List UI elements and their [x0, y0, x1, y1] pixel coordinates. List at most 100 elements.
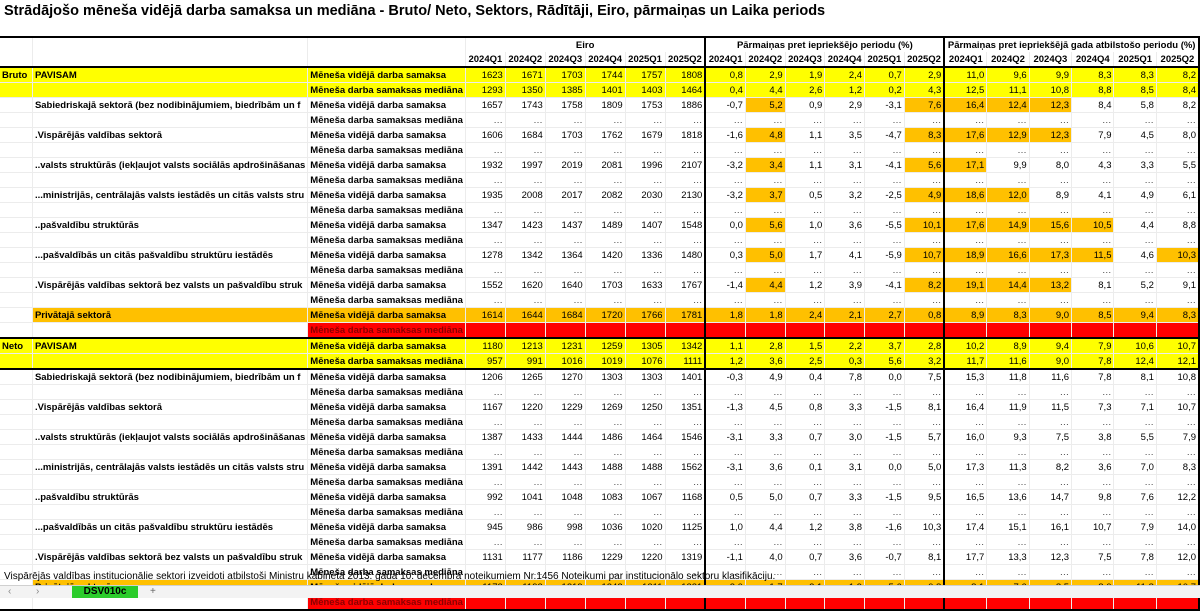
value-cell[interactable]: … [1029, 414, 1073, 430]
value-cell[interactable]: … [904, 414, 946, 430]
value-cell[interactable]: 12,3 [1029, 97, 1073, 113]
value-cell[interactable]: 1,1 [705, 338, 746, 354]
value-cell[interactable]: … [1156, 504, 1200, 520]
value-cell[interactable]: 0,4 [705, 82, 746, 98]
value-cell[interactable]: 1168 [665, 489, 707, 505]
value-cell[interactable]: 16,5 [944, 489, 988, 505]
value-cell[interactable]: … [585, 384, 626, 400]
value-cell[interactable]: … [545, 202, 586, 218]
value-cell[interactable]: 1231 [545, 338, 586, 354]
value-cell[interactable]: … [1029, 292, 1073, 308]
value-cell[interactable]: 4,1 [1071, 187, 1115, 203]
value-cell[interactable]: 1206 [465, 369, 506, 385]
value-cell[interactable]: … [1071, 142, 1115, 158]
value-cell[interactable]: 2,2 [824, 338, 866, 354]
value-cell[interactable]: … [1156, 112, 1200, 128]
value-cell[interactable]: 1125 [665, 519, 707, 535]
value-cell[interactable]: … [625, 262, 666, 278]
value-cell[interactable]: … [1156, 142, 1200, 158]
value-cell[interactable]: … [824, 142, 866, 158]
add-sheet-icon[interactable]: + [150, 586, 156, 597]
value-cell[interactable]: 1,2 [785, 519, 826, 535]
value-cell[interactable]: 1997 [505, 157, 546, 173]
value-cell[interactable]: … [745, 232, 786, 248]
value-cell[interactable]: … [1156, 474, 1200, 490]
value-cell[interactable]: 16,4 [944, 97, 988, 113]
value-cell[interactable]: … [665, 444, 707, 460]
value-cell[interactable]: -3,2 [705, 187, 746, 203]
value-cell[interactable]: 1278 [465, 247, 506, 263]
value-cell[interactable]: 8,3 [1113, 67, 1157, 83]
value-cell[interactable]: … [665, 262, 707, 278]
value-cell[interactable]: … [864, 564, 905, 580]
value-cell[interactable]: 0,7 [785, 549, 826, 565]
value-cell[interactable]: … [944, 232, 988, 248]
value-cell[interactable]: … [465, 444, 506, 460]
spreadsheet-grid[interactable]: Eiro Pārmaiņas pret iepriekšējo periodu (… [0, 36, 1200, 611]
value-cell[interactable]: … [944, 504, 988, 520]
value-cell[interactable]: … [864, 202, 905, 218]
value-cell[interactable]: … [864, 384, 905, 400]
value-cell[interactable]: 2081 [585, 157, 626, 173]
value-cell[interactable]: 12,4 [986, 97, 1030, 113]
value-cell[interactable]: 4,4 [1113, 217, 1157, 233]
value-cell[interactable]: … [986, 112, 1030, 128]
value-cell[interactable]: … [904, 292, 946, 308]
value-cell[interactable]: … [1071, 414, 1115, 430]
value-cell[interactable]: 5,5 [1113, 429, 1157, 445]
value-cell[interactable]: … [785, 474, 826, 490]
value-cell[interactable]: -0,7 [705, 97, 746, 113]
value-cell[interactable]: 3,6 [745, 459, 786, 475]
value-cell[interactable]: 8,3 [1156, 459, 1200, 475]
value-cell[interactable]: … [505, 534, 546, 550]
value-cell[interactable]: … [665, 172, 707, 188]
value-cell[interactable]: 1067 [625, 489, 666, 505]
value-cell[interactable]: 1,1 [785, 127, 826, 143]
value-cell[interactable]: … [465, 414, 506, 430]
value-cell[interactable]: 1,1 [785, 157, 826, 173]
value-cell[interactable]: … [465, 232, 506, 248]
value-cell[interactable]: 1,5 [785, 338, 826, 354]
value-cell[interactable] [824, 322, 866, 339]
value-cell[interactable]: 7,1 [1113, 399, 1157, 415]
value-cell[interactable]: 0,8 [705, 67, 746, 83]
value-cell[interactable]: … [585, 564, 626, 580]
value-cell[interactable]: 8,1 [904, 399, 946, 415]
value-cell[interactable] [745, 322, 786, 339]
value-cell[interactable]: … [1113, 232, 1157, 248]
value-cell[interactable]: … [745, 444, 786, 460]
value-cell[interactable]: 2,9 [904, 67, 946, 83]
value-cell[interactable]: … [785, 262, 826, 278]
value-cell[interactable]: … [625, 232, 666, 248]
value-cell[interactable]: … [986, 262, 1030, 278]
value-cell[interactable]: 1,2 [785, 277, 826, 293]
value-cell[interactable]: … [1113, 414, 1157, 430]
value-cell[interactable]: … [1156, 564, 1200, 580]
value-cell[interactable]: … [745, 142, 786, 158]
value-cell[interactable]: 3,1 [824, 459, 866, 475]
value-cell[interactable]: … [824, 504, 866, 520]
value-cell[interactable]: 1213 [505, 338, 546, 354]
value-cell[interactable]: 1489 [585, 217, 626, 233]
value-cell[interactable]: … [465, 474, 506, 490]
value-cell[interactable]: 17,4 [944, 519, 988, 535]
value-cell[interactable]: … [505, 112, 546, 128]
value-cell[interactable]: 4,9 [1113, 187, 1157, 203]
value-cell[interactable]: … [705, 142, 746, 158]
value-cell[interactable]: 10,7 [904, 247, 946, 263]
value-cell[interactable]: 7,0 [1113, 459, 1157, 475]
value-cell[interactable]: -4,1 [864, 277, 905, 293]
value-cell[interactable]: … [944, 172, 988, 188]
value-cell[interactable]: … [465, 384, 506, 400]
value-cell[interactable]: … [625, 444, 666, 460]
value-cell[interactable]: 7,8 [824, 369, 866, 385]
value-cell[interactable]: -1,1 [705, 549, 746, 565]
value-cell[interactable]: 1767 [665, 277, 707, 293]
value-cell[interactable]: 1041 [505, 489, 546, 505]
value-cell[interactable]: -3,1 [864, 97, 905, 113]
value-cell[interactable]: … [505, 142, 546, 158]
value-cell[interactable]: … [1029, 564, 1073, 580]
value-cell[interactable]: … [904, 232, 946, 248]
value-cell[interactable]: 0,4 [785, 369, 826, 385]
value-cell[interactable]: … [1029, 444, 1073, 460]
